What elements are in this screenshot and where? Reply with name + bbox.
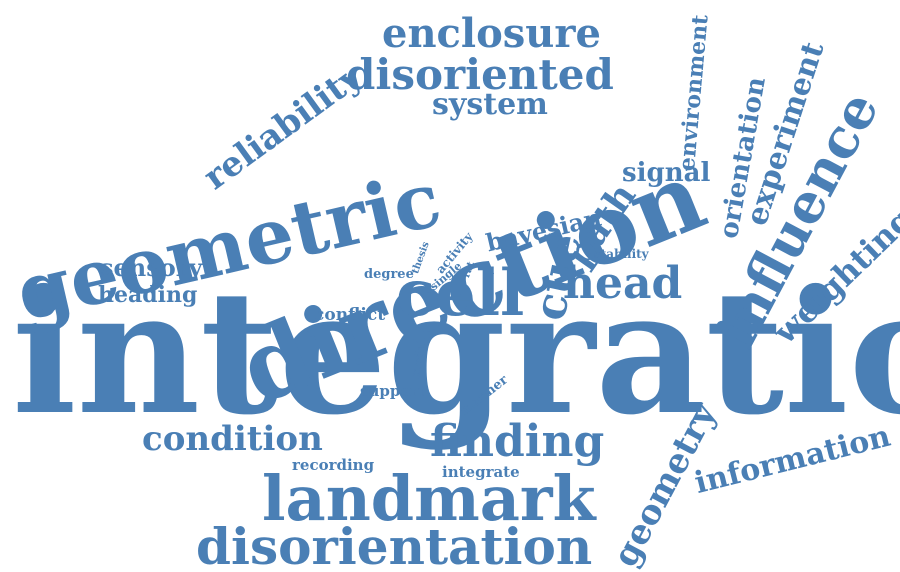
word-integration: integration (12, 253, 900, 453)
word-conflict: conflict (314, 305, 386, 325)
word-recording: recording (292, 456, 375, 474)
word-condition: condition (142, 419, 323, 459)
word-support: support (360, 382, 426, 400)
word-disorientation: disorientation (196, 517, 593, 572)
word-degree: degree (364, 267, 414, 282)
word-enclosure: enclosure (382, 10, 601, 57)
word-cell: cell (396, 256, 525, 331)
word-system: system (432, 87, 548, 122)
word-landmark: landmark (262, 462, 596, 535)
word-stability: stability (594, 247, 649, 261)
word-environment: environment (674, 13, 714, 173)
word-signal: signal (622, 158, 711, 188)
word-integrate: integrate (442, 463, 520, 481)
word-disoriented: disoriented (346, 50, 614, 99)
word-finding: finding (430, 416, 605, 467)
word-sensory: sensory (100, 253, 203, 282)
word-head: head (563, 258, 683, 309)
word-heading: heading (98, 282, 198, 308)
